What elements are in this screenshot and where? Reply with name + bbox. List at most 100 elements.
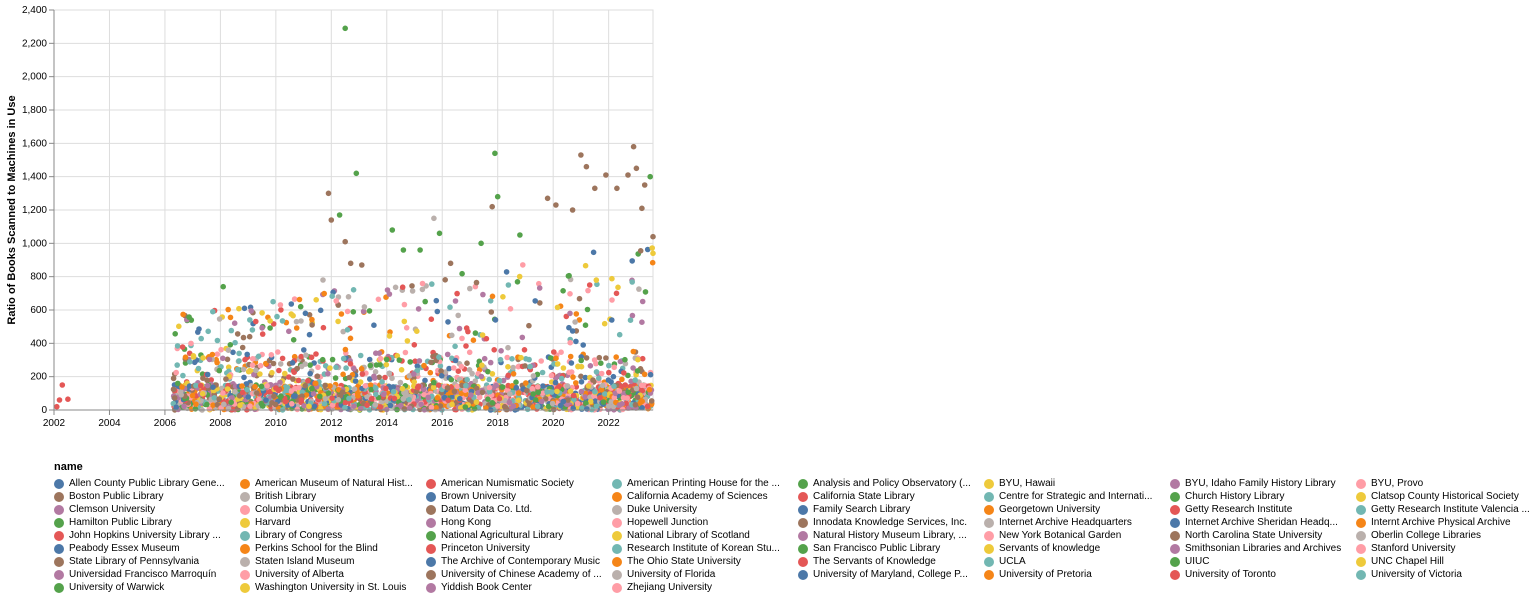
data-point [320, 324, 327, 331]
data-point [578, 357, 584, 364]
data-point [390, 384, 397, 390]
legend-item: UNC Chapel Hill [1356, 556, 1536, 567]
data-point [611, 364, 617, 371]
data-point [486, 384, 493, 391]
data-point [630, 348, 637, 355]
data-point [343, 365, 349, 371]
data-point [605, 403, 612, 410]
data-point [492, 150, 498, 157]
data-point [360, 308, 367, 315]
data-point [234, 366, 241, 373]
data-point [585, 383, 592, 389]
data-point [189, 392, 196, 399]
data-point [216, 367, 223, 374]
legend-item: North Carolina State University [1170, 530, 1356, 541]
data-point [402, 392, 409, 399]
legend-item: American Museum of Natural Hist... [240, 478, 426, 489]
legend-label: Harvard [255, 517, 291, 528]
legend-label: Getty Research Institute [1185, 504, 1293, 515]
data-point [362, 383, 369, 389]
legend-item: American Numismatic Society [426, 478, 612, 489]
data-point [353, 170, 360, 177]
data-point [283, 387, 290, 394]
legend-swatch [984, 504, 994, 515]
data-point [490, 384, 497, 391]
data-point [573, 311, 580, 317]
y-tick-label: 2,200 [22, 38, 47, 49]
data-point [472, 330, 479, 336]
data-point [455, 368, 462, 375]
data-point [210, 402, 216, 409]
data-point [598, 370, 605, 377]
data-point [414, 363, 421, 369]
data-point [435, 382, 442, 389]
legend-label: Oberlin College Libraries [1371, 530, 1482, 541]
data-point [530, 404, 536, 410]
legend-item: Servants of knowledge [984, 543, 1170, 554]
legend-label: Hamilton Public Library [69, 517, 172, 528]
data-point [338, 311, 345, 317]
data-point [444, 385, 451, 391]
data-point [617, 358, 624, 365]
legend-swatch [426, 569, 436, 580]
data-point [585, 287, 591, 294]
data-point [419, 280, 426, 287]
legend-swatch [612, 504, 622, 515]
legend-swatch [240, 517, 250, 528]
data-point [306, 312, 313, 318]
data-point [214, 359, 220, 366]
data-point [298, 353, 305, 360]
data-point [548, 389, 555, 395]
data-point [521, 347, 528, 353]
data-point [462, 387, 469, 394]
legend-item: Family Search Library [798, 504, 984, 515]
data-point [368, 386, 375, 393]
legend-label: Columbia University [255, 504, 344, 515]
y-tick-label: 2,400 [22, 5, 47, 16]
data-point [505, 382, 512, 389]
data-point [639, 382, 645, 389]
data-point [529, 385, 536, 392]
data-point [170, 386, 177, 393]
legend-item: Hopewell Junction [612, 517, 798, 528]
legend-item: Peabody Essex Museum [54, 543, 240, 554]
data-point [452, 298, 459, 304]
data-point [567, 310, 573, 317]
data-point [200, 375, 206, 382]
legend-swatch [426, 543, 436, 554]
data-point [366, 356, 373, 363]
data-point [371, 373, 377, 380]
data-point [625, 172, 631, 178]
data-point [428, 359, 434, 366]
data-point [548, 372, 555, 379]
data-point [335, 397, 342, 403]
data-point [286, 328, 292, 335]
data-point [505, 282, 512, 288]
data-point [329, 293, 336, 300]
grid [53, 9, 654, 411]
data-point [569, 328, 576, 334]
data-point [306, 331, 313, 338]
data-point [359, 262, 365, 268]
x-tick-label: 2006 [154, 418, 177, 429]
data-point [290, 376, 296, 382]
scatter-chart: 0 200 400 600 800 1,000 1,200 1,400 1,600 1,800 2,… [6, 5, 656, 445]
data-point [298, 318, 304, 324]
data-point [445, 397, 451, 404]
legend: name Allen County Public Library Gene...… [54, 461, 1536, 593]
data-point [251, 371, 257, 378]
data-point [391, 395, 398, 402]
legend-item: Getty Research Institute Valencia ... [1356, 504, 1536, 515]
legend-label: Internet Archive Sheridan Headq... [1185, 517, 1338, 528]
data-point [622, 382, 628, 388]
data-point [249, 362, 256, 369]
data-point [303, 392, 310, 398]
data-point [342, 404, 348, 411]
data-point [642, 289, 649, 295]
data-point [639, 355, 646, 362]
data-point [554, 304, 561, 311]
legend-item: Princeton University [426, 543, 612, 554]
data-point [244, 386, 250, 393]
data-point [532, 397, 539, 403]
legend-label: North Carolina State University [1185, 530, 1323, 541]
